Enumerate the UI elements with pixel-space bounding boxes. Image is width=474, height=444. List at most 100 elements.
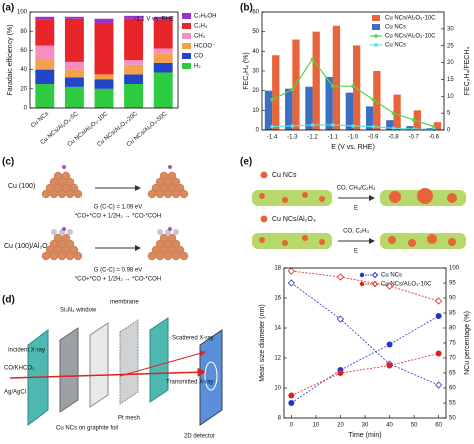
y-tick-label: 40 [252, 49, 259, 55]
y-tick-label: 0 [447, 128, 451, 134]
label: Incident X-ray [8, 348, 45, 354]
atom [73, 189, 83, 199]
axis-label: FEC₂H₄ (%) [243, 52, 250, 89]
x-tick-label: -0.7 [408, 135, 419, 141]
bar-segment [35, 19, 55, 46]
bar [373, 71, 381, 130]
y-tick-label: 60 [252, 10, 259, 16]
atom [57, 251, 67, 261]
bar [264, 90, 273, 130]
bar [285, 88, 293, 130]
particle [319, 196, 325, 202]
bar-segment [94, 88, 114, 108]
atom [65, 177, 75, 187]
legend-swatch [182, 53, 191, 59]
line [291, 282, 439, 386]
line-marker [432, 127, 436, 132]
detector-plate [199, 329, 223, 426]
surface-label: Cu (100)/Al₂O₃ [4, 243, 51, 250]
bar-segment [124, 60, 144, 65]
y-tick-label: 20 [447, 60, 454, 66]
x-tick-label: 0 [290, 423, 294, 429]
y-tick-label: 10 [252, 108, 259, 114]
pt-mesh-plate [119, 319, 139, 405]
y-tick-label: 100 [17, 10, 28, 16]
point [435, 381, 443, 389]
bar-segment [153, 53, 173, 63]
x-tick-label: -1.4 [267, 135, 278, 141]
label: Pt mesh [118, 416, 140, 422]
line-marker [371, 97, 376, 102]
panel-label: (a) [2, 3, 14, 14]
bar [433, 122, 442, 130]
point [337, 369, 344, 376]
annotation: -1.1 V vs. RHE [134, 17, 174, 23]
bar-segment [124, 74, 144, 84]
label: Cu NCs [272, 172, 297, 179]
adsorbate [62, 165, 66, 169]
legend-label: Cu NCs/Al₂O₃-10C [385, 34, 436, 40]
x-tick-label: -0.9 [368, 135, 379, 141]
xray-beam [9, 367, 207, 379]
legend-marker [374, 34, 378, 38]
legend-label: C₂H₄ [194, 24, 208, 30]
atom [61, 233, 71, 243]
bar [325, 76, 333, 130]
atom [147, 251, 157, 261]
atom [65, 189, 75, 199]
legend-marker [371, 280, 379, 288]
bar-segment [64, 69, 84, 78]
line [291, 270, 439, 302]
bar-segment [153, 16, 173, 20]
bar [345, 92, 353, 130]
particle [408, 239, 416, 247]
panel-label: (c) [2, 157, 14, 168]
legend-label: H₂ [194, 64, 201, 70]
label: Cu NCs/Al₂O₃ [272, 216, 316, 223]
panel-d: Si₃N₄ window membrane Incident X-ray CO/… [4, 300, 223, 440]
membrane-plate [89, 322, 109, 408]
x-tick-label: 30 [362, 423, 369, 429]
x-tick-label: -0.8 [388, 135, 399, 141]
label: 2D detector [184, 434, 215, 440]
legend-label: Cu NCs [381, 273, 402, 279]
atom [155, 189, 165, 199]
bar-segment [64, 16, 84, 19]
line-marker [330, 84, 335, 88]
x-tick-label: 40 [386, 423, 393, 429]
legend-dot [260, 215, 268, 223]
label: CO, C₂H₄ [343, 229, 369, 235]
adsorbate [168, 165, 172, 169]
al-atom [157, 229, 163, 235]
legend-label: Cu NCs/Al₂O₃-10C [385, 16, 436, 22]
bar-segment [153, 48, 173, 54]
bar-segment [94, 79, 114, 89]
x-tick-label: -1.0 [348, 135, 359, 141]
energy-label: G (C-C) = 0.98 eV [94, 268, 143, 274]
plot-frame [261, 11, 445, 131]
panel-label: (d) [2, 295, 15, 306]
bar-segment [35, 16, 55, 20]
y-tick-label: 20 [20, 86, 27, 92]
x-tick-label: 10 [313, 423, 320, 429]
label: Cu NCs on graphite foil [56, 426, 118, 432]
bar-segment [124, 84, 144, 108]
cell-plate [149, 317, 169, 403]
x-tick-label: -1.3 [287, 135, 298, 141]
atom [69, 245, 79, 255]
y-tick-label: 30 [252, 69, 259, 75]
y-tick-label: 5 [447, 111, 451, 117]
axis-label: FEC₂H₄/FECH₄ [464, 47, 471, 96]
bar-segment [124, 18, 144, 60]
reaction: *CO+*CO + 1/2H₂ → *CO-*COH [75, 214, 161, 220]
legend-label: C₂H₅OH [194, 14, 216, 20]
line [291, 353, 439, 396]
line-marker [391, 126, 396, 131]
atom [179, 189, 189, 199]
legend-marker [359, 281, 365, 287]
legend-swatch [372, 15, 380, 21]
atom [167, 171, 177, 181]
y-tick-label: 90 [449, 296, 456, 302]
particle [282, 197, 288, 203]
